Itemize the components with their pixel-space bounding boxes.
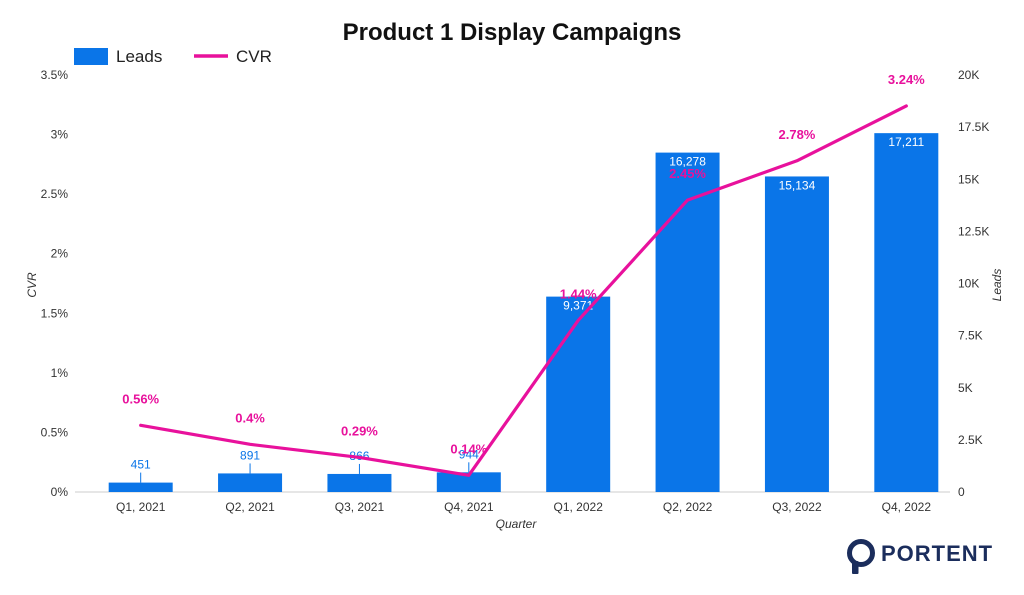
bar-leads: [655, 152, 720, 492]
x-axis-ticks: Q1, 2021 Q2, 2021 Q3, 2021 Q4, 2021 Q1, 2022…: [116, 500, 931, 514]
x-tick-label: Q1, 2021: [116, 500, 166, 514]
bar-leads: [108, 482, 173, 492]
bar-value-label: 944: [459, 447, 479, 461]
line-value-label: 0.4%: [235, 410, 265, 425]
bar-value-label: 9,371: [563, 299, 593, 313]
right-tick-label: 10K: [958, 277, 979, 291]
left-tick-label: 1.5%: [41, 306, 69, 320]
right-tick-label: 2.5K: [958, 433, 983, 447]
bar-value-label: 15,134: [779, 178, 816, 192]
left-tick-label: 0.5%: [41, 425, 69, 439]
bar-leads: [327, 473, 392, 492]
line-value-label: 2.45%: [669, 166, 706, 181]
legend-label-leads: Leads: [116, 47, 162, 66]
line-value-label: 0.56%: [122, 391, 159, 406]
bar-value-label: 17,211: [888, 135, 924, 149]
bar-value-label: 16,278: [669, 155, 706, 169]
left-tick-label: 0%: [51, 485, 69, 499]
bar-leads: [546, 296, 611, 492]
line-value-label: 1.44%: [560, 286, 597, 301]
x-tick-label: Q3, 2021: [335, 500, 385, 514]
x-tick-label: Q4, 2022: [882, 500, 932, 514]
x-tick-label: Q3, 2022: [772, 500, 822, 514]
portent-logo: PORTENT: [847, 539, 993, 574]
portent-logo-text: PORTENT: [881, 541, 993, 566]
portent-logo-icon: [847, 539, 875, 574]
right-tick-label: 15K: [958, 172, 979, 186]
bar-value-label: 451: [131, 458, 151, 472]
right-axis-ticks: 0 2.5K 5K 7.5K 10K 12.5K 15K 17.5K 20K: [958, 68, 989, 499]
right-tick-label: 0: [958, 485, 965, 499]
line-value-label: 3.24%: [888, 72, 925, 87]
x-tick-label: Q2, 2022: [663, 500, 713, 514]
bars-leads: [108, 133, 939, 493]
right-tick-label: 12.5K: [958, 224, 989, 238]
line-cvr: [139, 104, 908, 477]
left-axis-title: CVR: [25, 272, 39, 298]
x-tick-label: Q4, 2021: [444, 500, 494, 514]
legend-swatch-leads: [74, 48, 108, 65]
chart-title: Product 1 Display Campaigns: [343, 19, 682, 46]
left-tick-label: 3.5%: [41, 68, 69, 82]
left-tick-label: 3%: [51, 128, 69, 142]
x-axis-title: Quarter: [496, 517, 538, 531]
bar-leads: [764, 176, 829, 492]
left-axis-ticks: 0% 0.5% 1% 1.5% 2% 2.5% 3% 3.5%: [41, 68, 69, 499]
right-tick-label: 20K: [958, 68, 979, 82]
line-value-label: 2.78%: [779, 127, 816, 142]
right-tick-label: 5K: [958, 381, 973, 395]
right-axis-title: Leads: [990, 269, 1004, 302]
right-tick-label: 7.5K: [958, 329, 983, 343]
bar-leads: [218, 473, 283, 492]
legend-label-cvr: CVR: [236, 47, 272, 66]
left-tick-label: 2%: [51, 247, 69, 261]
left-tick-label: 1%: [51, 366, 69, 380]
x-tick-label: Q2, 2021: [225, 500, 275, 514]
right-tick-label: 17.5K: [958, 120, 989, 134]
legend: Leads CVR: [74, 47, 272, 66]
line-labels-cvr: 0.56% 0.4% 0.29% 0.14% 1.44% 2.45% 2.78% 3.24%: [122, 72, 925, 456]
x-tick-label: Q1, 2022: [554, 500, 604, 514]
line-value-label: 0.29%: [341, 423, 378, 438]
line-value-label: 0.14%: [450, 441, 487, 456]
line-path-cvr: [139, 104, 908, 477]
bar-leads: [874, 133, 939, 493]
bar-leads: [436, 472, 501, 492]
left-tick-label: 2.5%: [41, 187, 69, 201]
bar-value-label: 891: [240, 448, 260, 462]
